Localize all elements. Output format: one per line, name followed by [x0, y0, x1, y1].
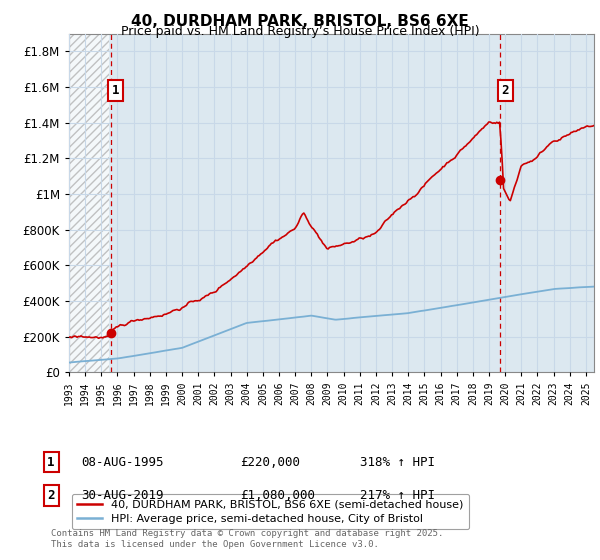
Text: 217% ↑ HPI: 217% ↑ HPI [360, 489, 435, 502]
Bar [69, 34, 109, 372]
Text: 318% ↑ HPI: 318% ↑ HPI [360, 455, 435, 469]
Text: 30-AUG-2019: 30-AUG-2019 [81, 489, 163, 502]
Text: 1: 1 [47, 455, 55, 469]
Text: Price paid vs. HM Land Registry’s House Price Index (HPI): Price paid vs. HM Land Registry’s House … [121, 25, 479, 38]
Text: 40, DURDHAM PARK, BRISTOL, BS6 6XE: 40, DURDHAM PARK, BRISTOL, BS6 6XE [131, 14, 469, 29]
Text: 08-AUG-1995: 08-AUG-1995 [81, 455, 163, 469]
Text: 2: 2 [47, 489, 55, 502]
Text: £1,080,000: £1,080,000 [240, 489, 315, 502]
Legend: 40, DURDHAM PARK, BRISTOL, BS6 6XE (semi-detached house), HPI: Average price, se: 40, DURDHAM PARK, BRISTOL, BS6 6XE (semi… [72, 494, 469, 529]
Text: £220,000: £220,000 [240, 455, 300, 469]
Text: 1: 1 [112, 84, 119, 97]
Text: 2: 2 [502, 84, 509, 97]
Text: Contains HM Land Registry data © Crown copyright and database right 2025.
This d: Contains HM Land Registry data © Crown c… [51, 529, 443, 549]
